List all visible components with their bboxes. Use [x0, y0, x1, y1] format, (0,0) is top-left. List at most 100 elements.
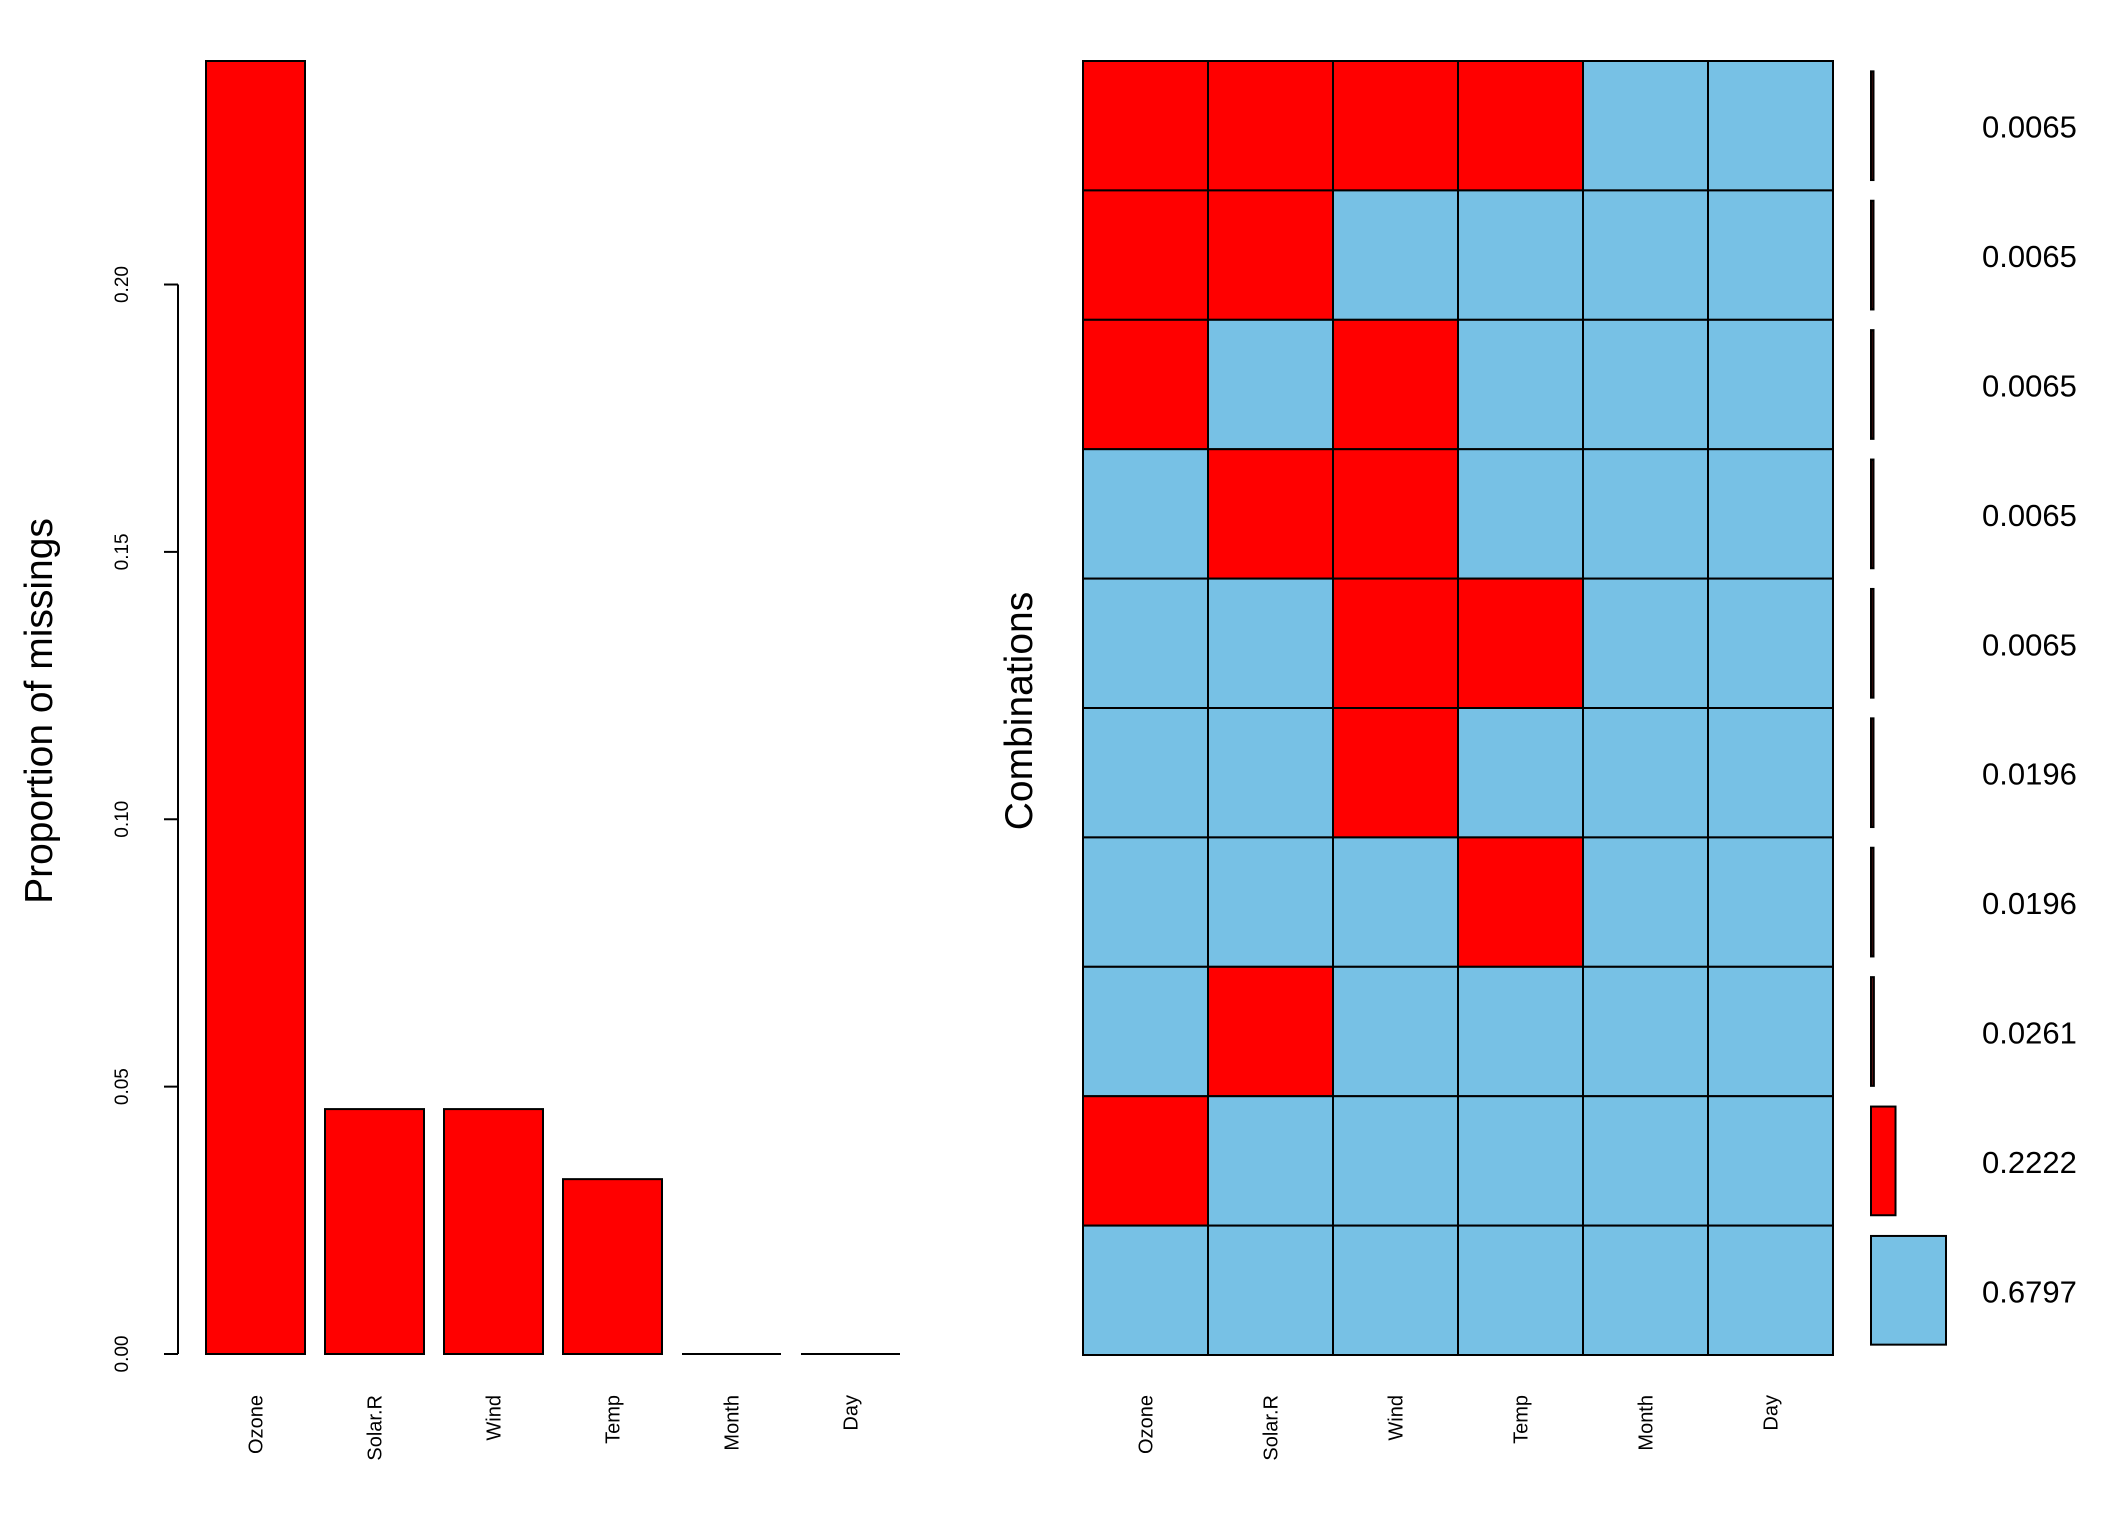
heatmap-cell [1332, 965, 1459, 1098]
left-x-tick-labels: Ozone Solar.R Wind Temp Month Day [246, 1395, 863, 1461]
heatmap-cell [1332, 1224, 1459, 1356]
proportion-label: 0.0065 [1982, 369, 2077, 404]
heatmap-cell [1082, 448, 1209, 580]
proportion-label: 0.0261 [1982, 1016, 2077, 1051]
heatmap-cell [1207, 707, 1334, 839]
heatmap-cell [1332, 318, 1459, 451]
heatmap-cell [1582, 836, 1709, 968]
left-x-tick-label: Month [722, 1395, 744, 1451]
heatmap-cell [1207, 189, 1334, 321]
heatmap-cell [1707, 965, 1834, 1098]
heatmap-cell [1332, 448, 1459, 580]
proportion-bar [1870, 846, 1875, 958]
left-y-tick-label: 0.00 [112, 1336, 133, 1373]
proportion-label: 0.0065 [1982, 110, 2077, 145]
heatmap-cell [1707, 448, 1834, 580]
heatmap-cell [1082, 577, 1209, 709]
heatmap-cell [1457, 189, 1584, 321]
left-y-tick-label: 0.05 [112, 1068, 133, 1105]
heatmap-cell [1582, 577, 1709, 709]
heatmap-cell [1582, 60, 1709, 192]
heatmap-cell [1082, 189, 1209, 321]
heatmap-cell [1207, 448, 1334, 580]
heatmap-cell [1582, 448, 1709, 580]
left-x-tick-label: Ozone [246, 1395, 268, 1454]
proportion-bar [1870, 70, 1875, 182]
left-x-tick-label: Solar.R [365, 1395, 387, 1461]
heatmap-cell [1332, 60, 1459, 192]
heatmap-cell [1332, 189, 1459, 321]
heatmap-cell [1707, 1095, 1834, 1227]
left-x-tick-label: Temp [603, 1395, 625, 1444]
heatmap-cell [1082, 318, 1209, 451]
heatmap-cell [1457, 60, 1584, 192]
heatmap-cell [1207, 836, 1334, 968]
right-x-tick-labels: Ozone Solar.R Wind Temp Month Day [1136, 1395, 1783, 1461]
heatmap-cell [1082, 1095, 1209, 1227]
heatmap-cell [1332, 1095, 1459, 1227]
heatmap-cell [1082, 965, 1209, 1098]
proportion-bar [1870, 458, 1875, 570]
combination-proportion-labels: 0.0065 0.0065 0.0065 0.0065 0.0065 0.0196 0.01… [1982, 110, 2077, 1310]
right-x-tick-label: Month [1636, 1395, 1658, 1451]
heatmap-cell [1457, 707, 1584, 839]
right-x-tick-label: Day [1761, 1395, 1783, 1431]
heatmap-cell [1707, 1224, 1834, 1356]
left-x-tick-label: Wind [484, 1395, 506, 1441]
heatmap-cell [1582, 965, 1709, 1098]
heatmap-cell [1082, 1224, 1209, 1356]
heatmap-cell [1207, 60, 1334, 192]
proportion-label: 0.0196 [1982, 886, 2077, 921]
heatmap-cell [1457, 1095, 1584, 1227]
left-y-axis: 0.00 0.05 0.10 0.15 0.20 [112, 266, 179, 1373]
heatmap-cell [1457, 577, 1584, 709]
right-y-axis-label: Combinations [998, 592, 1041, 830]
proportion-bar [1870, 587, 1875, 699]
heatmap-cell [1332, 707, 1459, 839]
bar [562, 1178, 663, 1356]
heatmap-cell [1707, 318, 1834, 451]
proportion-label: 0.2222 [1982, 1145, 2077, 1180]
bars-group [205, 60, 900, 1356]
left-y-axis-label: Proportion of missings [18, 518, 61, 904]
heatmap-cell [1582, 1095, 1709, 1227]
left-y-tick-label: 0.15 [112, 533, 133, 570]
proportion-label: 0.0065 [1982, 498, 2077, 533]
left-x-tick-label: Day [841, 1395, 863, 1431]
proportion-label: 0.0196 [1982, 757, 2077, 792]
right-x-tick-label: Temp [1511, 1395, 1533, 1444]
right-x-tick-label: Wind [1386, 1395, 1408, 1441]
heatmap-cell [1207, 1095, 1334, 1227]
heatmap-cell [1207, 965, 1334, 1098]
heatmap-cell [1457, 1224, 1584, 1356]
proportion-bar [1870, 976, 1875, 1087]
proportion-label: 0.0065 [1982, 627, 2077, 662]
combinations-heatmap: Combinations Ozone Solar.R Wind Temp Month Da… [998, 60, 2077, 1461]
heatmap-cell [1707, 836, 1834, 968]
heatmap-cell [1457, 836, 1584, 968]
heatmap-cell [1707, 60, 1834, 192]
heatmap-cell [1207, 318, 1334, 451]
bar [205, 60, 306, 1355]
proportion-bar [1870, 199, 1875, 311]
heatmap-cell [1082, 707, 1209, 839]
proportion-bar [1870, 717, 1875, 829]
heatmap-cell [1332, 577, 1459, 709]
heatmap-cell [1582, 707, 1709, 839]
heatmap-cell [1582, 189, 1709, 321]
left-y-tick-label: 0.20 [112, 266, 133, 303]
proportion-bar [1870, 1234, 1947, 1346]
bar [324, 1108, 425, 1356]
heatmap-cell [1457, 448, 1584, 580]
proportion-label: 0.6797 [1982, 1274, 2077, 1309]
heatmap-cell [1707, 189, 1834, 321]
left-y-tick-label: 0.10 [112, 801, 133, 838]
heatmap-cell [1582, 1224, 1709, 1356]
proportion-bar [1870, 1105, 1897, 1217]
heatmap-cell [1207, 1224, 1334, 1356]
combination-proportion-bars [1870, 70, 1947, 1346]
right-x-tick-label: Ozone [1136, 1395, 1158, 1454]
proportion-label: 0.0065 [1982, 239, 2077, 274]
proportion-bar [1870, 329, 1875, 440]
